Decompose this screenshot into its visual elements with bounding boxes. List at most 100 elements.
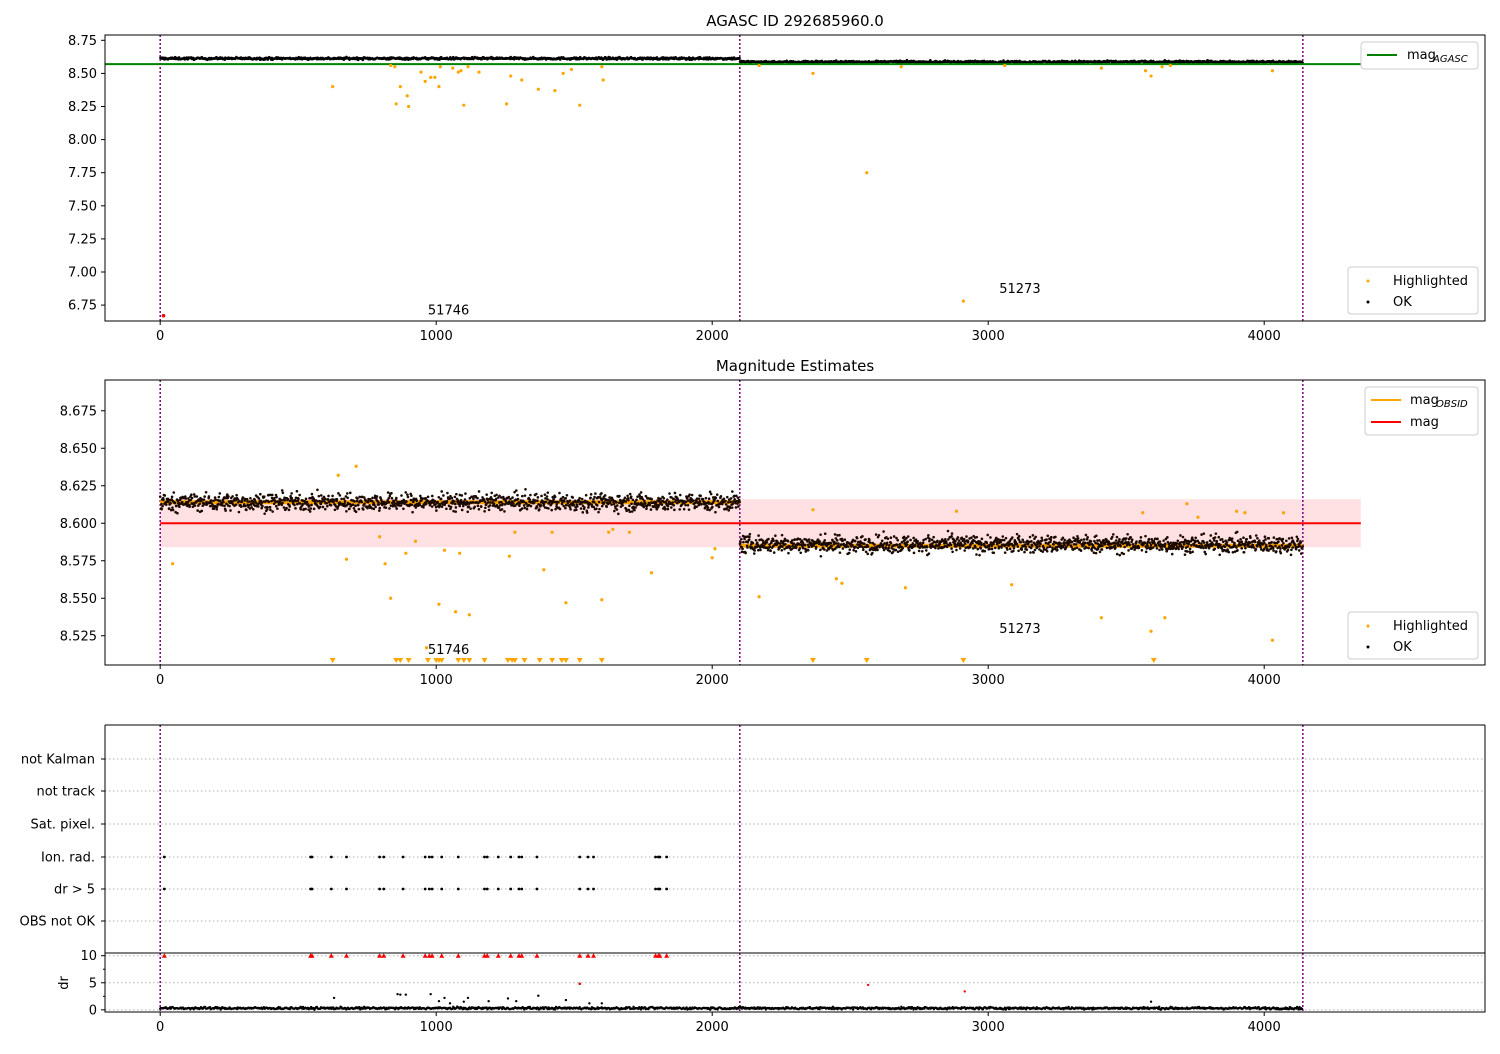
estimates-ok-point: [633, 509, 636, 512]
estimates-ok-point: [1034, 536, 1037, 539]
estimates-ok-point: [673, 509, 676, 512]
estimates-ok-point: [310, 504, 313, 507]
flags-point: [592, 888, 595, 891]
flags-point: [330, 856, 333, 859]
estimates-ok-point: [458, 505, 461, 508]
estimates-ok-point: [536, 499, 539, 502]
estimates-ok-point: [1046, 535, 1049, 538]
estimates-ytick-label: 8.550: [60, 592, 97, 607]
estimates-ok-point: [387, 497, 390, 500]
estimates-ok-point: [218, 496, 221, 499]
estimates-ok-point: [208, 495, 211, 498]
estimates-ok-point: [559, 508, 562, 511]
magnitude-estimates-panel: Magnitude Estimates 8.5258.5508.5758.600…: [60, 357, 1485, 688]
estimates-ok-point: [866, 553, 869, 556]
flags-point: [520, 856, 523, 859]
estimates-ok-point: [271, 494, 274, 497]
estimates-ok-point: [161, 505, 164, 508]
estimates-ok-point: [586, 511, 589, 514]
estimates-ok-point: [598, 501, 601, 504]
estimates-ok-point: [613, 510, 616, 513]
estimates-ok-point: [454, 496, 457, 499]
estimates-ok-point: [1145, 551, 1148, 554]
estimates-ok-point: [1032, 534, 1035, 537]
estimates-ok-point: [971, 542, 974, 545]
estimates-ok-point: [343, 498, 346, 501]
estimates-ok-point: [1004, 551, 1007, 554]
estimates-ok-point: [875, 533, 878, 536]
estimates-ok-point: [477, 505, 480, 508]
estimates-ok-point: [1123, 546, 1126, 549]
estimates-ok-point: [749, 533, 752, 536]
estimates-ok-point: [404, 491, 407, 494]
estimates-ok-point: [695, 505, 698, 508]
estimates-ok-point: [353, 507, 356, 510]
estimates-ok-point: [485, 493, 488, 496]
estimates-ok-point: [667, 505, 670, 508]
estimates-ok-point: [729, 501, 732, 504]
estimates-ok-point: [640, 491, 643, 494]
estimates-ok-point: [741, 548, 744, 551]
estimates-annotation: 51273: [999, 622, 1040, 637]
estimates-ok-point: [799, 547, 802, 550]
estimates-xtick-label: 1000: [420, 673, 453, 688]
estimates-ok-point: [1059, 542, 1062, 545]
estimates-ok-point: [830, 545, 833, 548]
estimates-ok-point: [954, 540, 957, 543]
estimates-ok-point: [780, 549, 783, 552]
estimates-ok-point: [725, 503, 728, 506]
estimates-ok-point: [376, 495, 379, 498]
estimates-ok-point: [1034, 549, 1037, 552]
estimates-ok-point: [980, 544, 983, 547]
estimates-ok-point: [1236, 531, 1239, 534]
estimates-ok-point: [938, 543, 941, 546]
estimates-ok-point: [524, 488, 527, 491]
agasc-highlighted-point: [459, 69, 462, 72]
estimates-ok-point: [313, 508, 316, 511]
estimates-ok-point: [554, 496, 557, 499]
agasc-highlighted-point: [537, 88, 540, 91]
estimates-ok-point: [882, 546, 885, 549]
estimates-xtick-label: 2000: [696, 673, 729, 688]
estimates-ok-point: [544, 493, 547, 496]
estimates-ok-point: [1016, 543, 1019, 546]
estimates-ok-point: [1114, 546, 1117, 549]
estimates-below-range-marker: [577, 658, 583, 663]
estimates-ok-point: [1244, 547, 1247, 550]
estimates-ok-point: [984, 550, 987, 553]
estimates-ok-point: [954, 543, 957, 546]
estimates-legend-mag-obsid: mag: [1410, 393, 1439, 408]
estimates-ok-point: [1101, 545, 1104, 548]
estimates-ok-point: [1240, 547, 1243, 550]
estimates-ok-point: [1085, 534, 1088, 537]
flags-point: [665, 888, 668, 891]
estimates-ok-point: [1239, 538, 1242, 541]
estimates-ok-point: [1039, 543, 1042, 546]
estimates-ok-point: [466, 510, 469, 513]
estimates-ok-point: [824, 532, 827, 535]
estimates-ytick-label: 8.675: [60, 404, 97, 419]
estimates-ok-point: [989, 536, 992, 539]
estimates-ok-point: [928, 552, 931, 555]
flags-point: [536, 888, 539, 891]
estimates-ok-point: [794, 538, 797, 541]
flags-point: [578, 856, 581, 859]
agasc-highlighted-point: [562, 72, 565, 75]
agasc-ytick-label: 7.50: [68, 199, 97, 214]
estimates-ok-point: [769, 550, 772, 553]
flags-category-label: not track: [36, 785, 95, 800]
estimates-ok-point: [524, 494, 527, 497]
estimates-ok-point: [597, 511, 600, 514]
estimates-ok-point: [600, 492, 603, 495]
estimates-ok-point: [194, 504, 197, 507]
estimates-ok-point: [1045, 542, 1048, 545]
estimates-ok-point: [957, 536, 960, 539]
estimates-ok-point: [389, 495, 392, 498]
estimates-ok-point: [445, 507, 448, 510]
estimates-ok-point: [540, 495, 543, 498]
estimates-ok-point: [274, 501, 277, 504]
agasc-highlighted-point: [439, 65, 442, 68]
estimates-ok-point: [261, 505, 264, 508]
agasc-highlighted-point: [553, 89, 556, 92]
estimates-ok-point: [1217, 536, 1220, 539]
